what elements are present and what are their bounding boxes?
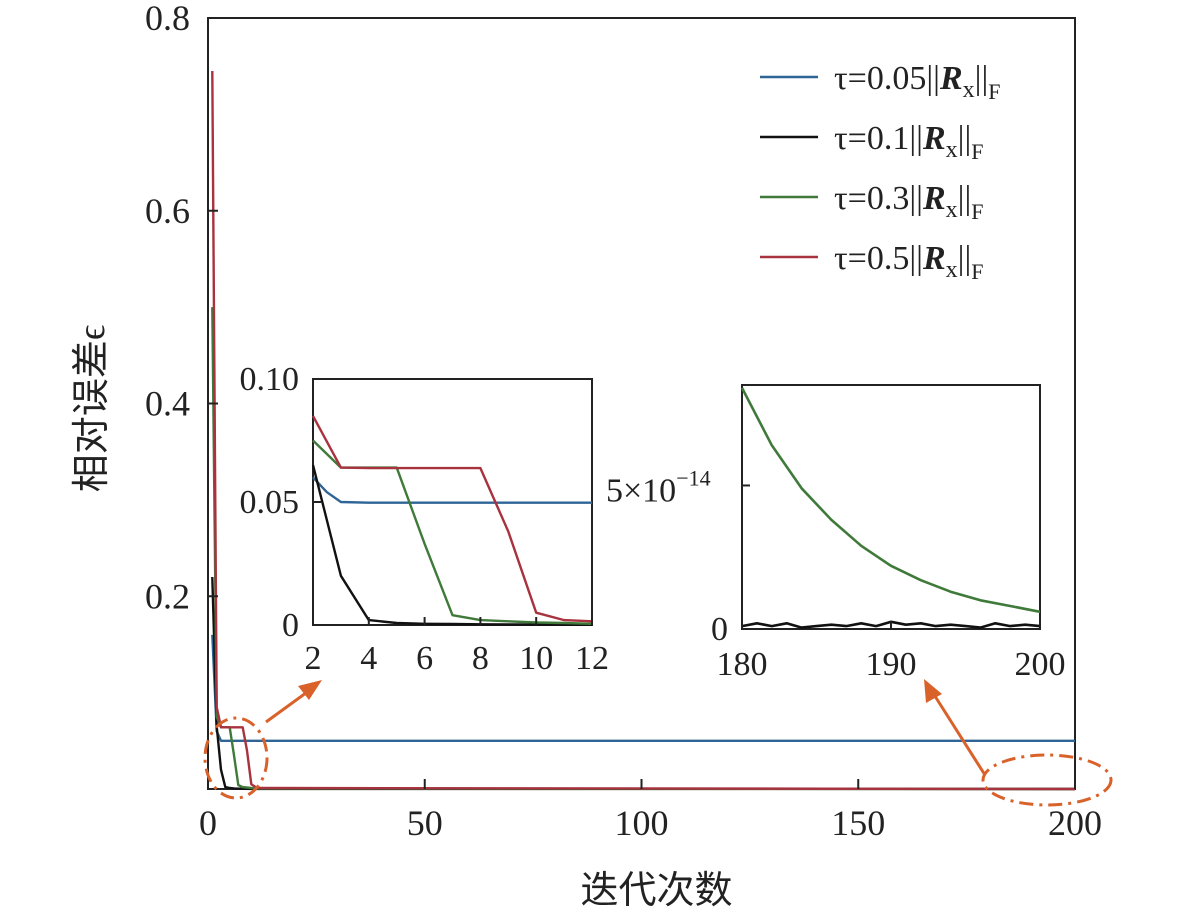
legend-label-2: τ=0.3||Rx||F [834,180,984,224]
inset1-y-tick-label: 0.05 [240,484,300,521]
legend-label-bold: R [922,180,946,217]
inset1-x-tick-label: 2 [305,640,322,677]
main-y-tick-label: 0.4 [145,384,190,424]
legend-label-0: τ=0.05||Rx||F [834,60,1001,104]
inset1-x-tick-label: 10 [519,640,553,677]
inset2-y-tick-exponent: −14 [676,465,710,490]
inset1-x-tick-label: 8 [472,640,489,677]
inset1-series-line-3 [311,415,593,623]
legend-label-sub: x [963,77,975,103]
inset2-y-tick-label-zero: 0 [711,611,728,648]
legend-label-bold: R [922,240,946,277]
inset1-series-line-1 [311,464,592,626]
legend-label-suffix: || [958,180,972,217]
main-y-tick-label: 0.8 [145,0,190,38]
inset1-series-line-0 [312,476,592,504]
legend-label-sub: x [946,197,958,223]
inset2-x-tick-label: 200 [1015,646,1066,683]
legend: τ=0.05||Rx||Fτ=0.1||Rx||Fτ=0.3||Rx||Fτ=0… [760,60,1001,284]
x-axis-title: 迭代次数 [580,870,732,912]
inset1-x-tick-label: 6 [416,640,433,677]
inset1-x-tick-label: 4 [360,640,377,677]
legend-label-prefix: τ=0.5|| [834,240,923,277]
legend-label-3: τ=0.5||Rx||F [834,240,984,284]
inset-right: 180 190 200 0 5×10−14 [606,384,1066,683]
zoom-ellipse-right [981,753,1113,807]
main-series-line-0 [211,634,1075,742]
zoom-arrow-right-head [924,679,942,703]
zoom-arrow-right-shaft [931,692,987,776]
legend-label-suffix: || [958,120,972,157]
inset1-x-tick-label: 12 [575,640,609,677]
inset1-y-tick-label: 0 [282,607,299,644]
zoom-arrow-left-shaft [265,688,311,724]
inset1-y-tick-label: 0.10 [240,361,300,398]
legend-label-suffix: || [958,240,972,277]
main-y-tick-label: 0.6 [145,191,190,231]
main-x-tick-label: 100 [615,803,669,843]
inset2-series-line-0 [740,387,1041,614]
zoom-annotations [203,679,1113,807]
legend-label-1: τ=0.1||Rx||F [834,120,984,164]
inset2-y-tick-label-5e-14: 5×10−14 [606,465,711,509]
zoom-ellipse-left [203,716,269,800]
inset2-frame [741,384,1041,630]
legend-label-suffix: || [975,60,989,97]
legend-label-sub2: F [988,79,1000,104]
legend-label-prefix: τ=0.1|| [834,120,923,157]
legend-label-sub: x [946,137,958,163]
legend-label-prefix: τ=0.05|| [834,60,940,97]
main-x-tick-label: 200 [1048,803,1102,843]
main-x-tick-label: 0 [199,803,217,843]
main-y-tick-label: 0.2 [145,576,190,616]
y-axis-title: 相对误差ϵ [71,325,113,492]
zoom-arrow-left-head [298,680,322,700]
legend-label-sub: x [946,257,958,283]
legend-label-prefix: τ=0.3|| [834,180,923,217]
legend-label-sub2: F [971,259,983,284]
inset2-x-tick-label: 180 [717,646,768,683]
legend-label-bold: R [939,60,963,97]
inset2-y-tick-mantissa: 5×10 [606,472,676,509]
legend-label-sub2: F [971,199,983,224]
legend-label-sub2: F [971,139,983,164]
legend-label-bold: R [922,120,946,157]
inset-left: 2 4 6 8 10 12 0 0.05 0.10 [240,361,610,677]
inset2-x-tick-label: 190 [866,646,917,683]
main-x-tick-label: 50 [407,803,443,843]
main-x-tick-label: 150 [831,803,885,843]
